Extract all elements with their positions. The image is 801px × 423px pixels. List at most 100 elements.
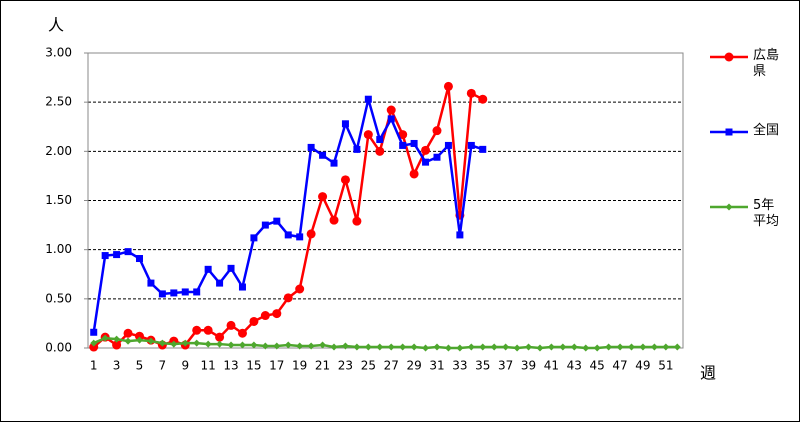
legend-label: 広島県 xyxy=(753,48,780,79)
point xyxy=(215,332,225,342)
point xyxy=(616,343,624,351)
point xyxy=(513,344,521,352)
point xyxy=(432,126,442,136)
point xyxy=(101,334,109,342)
point xyxy=(444,141,452,149)
x-tick-label: 7 xyxy=(159,359,167,373)
point xyxy=(650,343,658,351)
x-tick-label: 23 xyxy=(338,359,353,373)
point xyxy=(284,341,292,349)
x-tick-label: 41 xyxy=(544,359,559,373)
point xyxy=(272,309,282,319)
point xyxy=(226,320,236,330)
point xyxy=(319,341,327,349)
point xyxy=(605,343,613,351)
point xyxy=(456,344,464,352)
point xyxy=(147,279,155,287)
point xyxy=(422,344,430,352)
y-tick-label: 2.50 xyxy=(45,95,72,109)
point xyxy=(261,342,269,350)
x-tick-label: 35 xyxy=(475,359,490,373)
point xyxy=(363,130,373,140)
point xyxy=(261,221,269,229)
point xyxy=(318,192,328,202)
point xyxy=(216,340,224,348)
y-tick-label: 0.00 xyxy=(45,341,72,355)
point xyxy=(124,248,132,256)
point xyxy=(204,340,212,348)
point xyxy=(250,341,258,349)
x-tick-label: 1 xyxy=(90,359,98,373)
point xyxy=(307,342,315,350)
point xyxy=(227,341,235,349)
point xyxy=(341,120,349,128)
point xyxy=(319,151,327,159)
point xyxy=(112,340,122,350)
point xyxy=(89,342,99,352)
point xyxy=(90,328,98,336)
point xyxy=(341,342,349,350)
point xyxy=(283,293,293,303)
point xyxy=(249,316,259,326)
point xyxy=(570,343,578,351)
point xyxy=(352,216,362,226)
point xyxy=(375,146,385,156)
point xyxy=(662,343,670,351)
point xyxy=(456,231,464,239)
point xyxy=(238,341,246,349)
y-axis-label: 人 xyxy=(48,16,64,35)
point xyxy=(399,343,407,351)
point xyxy=(181,288,189,296)
y-tick-label: 1.50 xyxy=(45,193,72,207)
point xyxy=(547,343,555,351)
point xyxy=(582,344,590,352)
point xyxy=(399,141,407,149)
point xyxy=(113,251,121,259)
y-tick-label: 2.00 xyxy=(45,144,72,158)
point xyxy=(306,229,316,239)
point xyxy=(376,136,384,144)
x-tick-label: 43 xyxy=(567,359,582,373)
point xyxy=(250,234,258,242)
x-tick-label: 21 xyxy=(315,359,330,373)
point xyxy=(296,342,304,350)
point xyxy=(123,328,133,338)
point xyxy=(238,283,246,291)
point xyxy=(387,343,395,351)
point xyxy=(113,335,121,343)
x-tick-label: 19 xyxy=(292,359,307,373)
x-axis-label: 週 xyxy=(700,364,716,383)
point xyxy=(330,343,338,351)
point xyxy=(307,143,315,151)
point xyxy=(433,343,441,351)
point xyxy=(376,343,384,351)
point xyxy=(422,158,430,166)
point xyxy=(135,336,143,344)
point xyxy=(260,311,270,321)
legend-marker xyxy=(724,52,734,62)
point xyxy=(340,175,350,185)
x-tick-label: 13 xyxy=(223,359,238,373)
x-tick-label: 29 xyxy=(406,359,421,373)
x-tick-label: 3 xyxy=(113,359,121,373)
point xyxy=(364,343,372,351)
point xyxy=(170,289,178,297)
point xyxy=(284,231,292,239)
point xyxy=(444,344,452,352)
point xyxy=(502,343,510,351)
point xyxy=(296,233,304,241)
point xyxy=(193,288,201,296)
x-tick-label: 51 xyxy=(658,359,673,373)
point xyxy=(409,169,419,179)
y-tick-label: 0.50 xyxy=(45,291,72,305)
point xyxy=(273,217,281,225)
point xyxy=(421,145,431,155)
x-tick-label: 15 xyxy=(246,359,261,373)
legend-marker xyxy=(725,128,733,136)
point xyxy=(673,343,681,351)
point xyxy=(387,115,395,123)
point xyxy=(353,343,361,351)
point xyxy=(192,325,202,335)
